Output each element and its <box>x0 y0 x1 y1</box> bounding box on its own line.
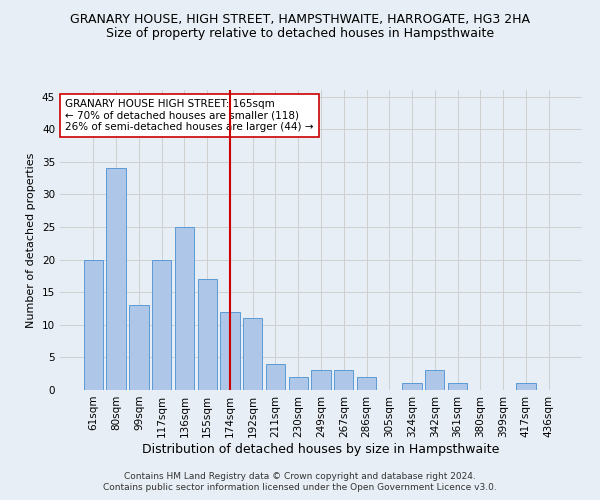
Text: GRANARY HOUSE HIGH STREET: 165sqm
← 70% of detached houses are smaller (118)
26%: GRANARY HOUSE HIGH STREET: 165sqm ← 70% … <box>65 99 314 132</box>
Bar <box>266 364 285 390</box>
Bar <box>197 279 217 390</box>
Text: GRANARY HOUSE, HIGH STREET, HAMPSTHWAITE, HARROGATE, HG3 2HA: GRANARY HOUSE, HIGH STREET, HAMPSTHWAITE… <box>70 12 530 26</box>
Bar <box>311 370 331 390</box>
Bar <box>289 377 308 390</box>
Text: Size of property relative to detached houses in Hampsthwaite: Size of property relative to detached ho… <box>106 28 494 40</box>
Bar <box>220 312 239 390</box>
X-axis label: Distribution of detached houses by size in Hampsthwaite: Distribution of detached houses by size … <box>142 442 500 456</box>
Bar <box>403 384 422 390</box>
Bar <box>357 377 376 390</box>
Bar <box>243 318 262 390</box>
Bar <box>84 260 103 390</box>
Text: Contains HM Land Registry data © Crown copyright and database right 2024.: Contains HM Land Registry data © Crown c… <box>124 472 476 481</box>
Text: Contains public sector information licensed under the Open Government Licence v3: Contains public sector information licen… <box>103 484 497 492</box>
Bar <box>106 168 126 390</box>
Bar <box>152 260 172 390</box>
Bar <box>425 370 445 390</box>
Bar <box>448 384 467 390</box>
Bar <box>334 370 353 390</box>
Y-axis label: Number of detached properties: Number of detached properties <box>26 152 37 328</box>
Bar <box>175 227 194 390</box>
Bar <box>516 384 536 390</box>
Bar <box>129 305 149 390</box>
